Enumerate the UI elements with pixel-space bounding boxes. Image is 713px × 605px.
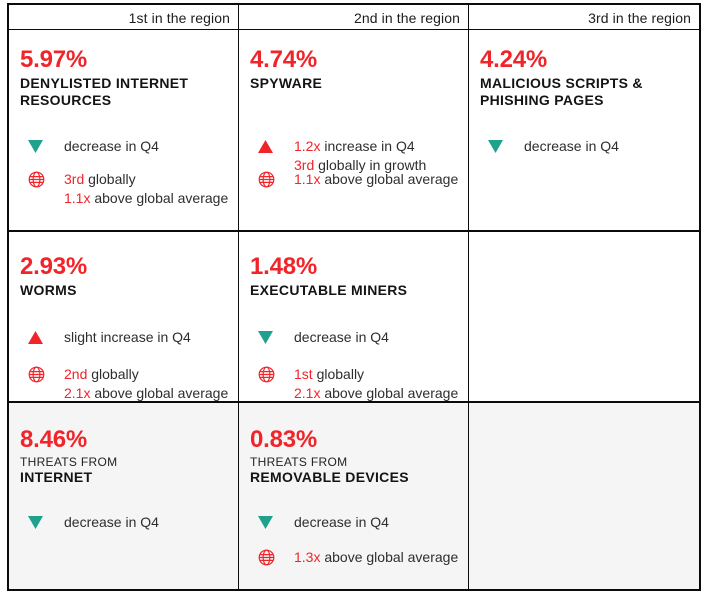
indicator-text: decrease in Q4 — [524, 137, 619, 156]
indicator-text: 3rd globally 1.1x above global average — [64, 170, 228, 208]
indicator-text-line: 2.1x above global average — [64, 385, 229, 401]
triangle-down-icon — [28, 513, 64, 529]
indicator-text: 2nd globally 2.1x above global average — [64, 365, 228, 403]
triangle-down-icon — [258, 328, 294, 344]
globe-icon — [258, 548, 294, 566]
threat-title-line: EXECUTABLE MINERS — [250, 282, 408, 298]
indicator-text-line: 1.2x increase in Q4 — [294, 138, 415, 154]
triangle-down-icon — [28, 137, 64, 153]
indicator-row: 2nd globally 2.1x above global average — [28, 365, 236, 403]
indicator-text-line: slight increase in Q4 — [64, 329, 191, 345]
indicator-row: decrease in Q4 — [488, 137, 697, 156]
indicator-row: decrease in Q4 — [258, 328, 466, 347]
threat-title-line: PHISHING PAGES — [480, 92, 604, 108]
indicator-row: 1.1x above global average — [258, 170, 466, 189]
threat-title-line: WORMS — [20, 282, 77, 298]
indicator-row: decrease in Q4 — [28, 137, 236, 156]
empty-cell — [469, 232, 699, 403]
threat-title: THREATS FROM REMOVABLE DEVICES — [250, 455, 462, 486]
threat-title: MALICIOUS SCRIPTS & PHISHING PAGES — [480, 75, 693, 109]
indicator-text-line: decrease in Q4 — [294, 514, 389, 530]
threat-title-line: THREATS FROM — [250, 455, 348, 469]
threat-title: WORMS — [20, 282, 232, 299]
globe-icon — [258, 170, 294, 188]
indicator-text-line: 2.1x above global average — [294, 385, 459, 401]
threat-title-line: THREATS FROM — [20, 455, 118, 469]
threat-percentage: 8.46% — [20, 426, 88, 453]
threat-cell-worms: 2.93% WORMS slight increase in Q4 2nd glo… — [9, 232, 239, 403]
indicator-text-line: 1.1x above global average — [64, 190, 229, 206]
indicator-text-line: 1.1x above global average — [294, 171, 459, 187]
indicator-text: 1st globally 2.1x above global average — [294, 365, 458, 403]
indicator-text: 1.3x above global average — [294, 548, 458, 567]
indicator-text: decrease in Q4 — [64, 137, 159, 156]
threat-percentage: 0.83% — [250, 426, 318, 453]
indicator-row: slight increase in Q4 — [28, 328, 236, 347]
triangle-up-icon — [258, 137, 294, 153]
threat-cell-threats-from-internet: 8.46% THREATS FROM INTERNET decrease in Q… — [9, 403, 239, 589]
indicator-text: decrease in Q4 — [64, 513, 159, 532]
triangle-down-icon — [258, 513, 294, 529]
empty-cell — [469, 403, 699, 589]
threat-cell-threats-from-removable-devices: 0.83% THREATS FROM REMOVABLE DEVICES decr… — [239, 403, 469, 589]
column-header-2nd-in-region: 2nd in the region — [239, 5, 469, 30]
globe-icon — [28, 170, 64, 188]
threat-statistics-table: 1st in the region 2nd in the region 3rd … — [7, 3, 701, 591]
indicator-row: 1.3x above global average — [258, 548, 466, 567]
threat-cell-denylisted-internet-resources: 5.97% DENYLISTED INTERNET RESOURCES decre… — [9, 30, 239, 232]
indicator-row: 1st globally 2.1x above global average — [258, 365, 466, 403]
indicator-text-line: decrease in Q4 — [524, 138, 619, 154]
threat-percentage: 4.74% — [250, 46, 318, 73]
indicator-text: slight increase in Q4 — [64, 328, 191, 347]
threat-percentage: 4.24% — [480, 46, 548, 73]
column-header-3rd-in-region: 3rd in the region — [469, 5, 699, 30]
indicator-text-line: 2nd globally — [64, 366, 139, 382]
threat-cell-spyware: 4.74% SPYWARE 1.2x increase in Q4 3rd glo… — [239, 30, 469, 232]
threat-title-line: RESOURCES — [20, 92, 112, 108]
indicator-text: 1.2x increase in Q4 3rd globally in growt… — [294, 137, 426, 175]
indicator-row: 1.2x increase in Q4 3rd globally in growt… — [258, 137, 466, 175]
indicator-text-line: 1st globally — [294, 366, 365, 382]
triangle-up-icon — [28, 328, 64, 344]
threat-cell-malicious-scripts-phishing: 4.24% MALICIOUS SCRIPTS & PHISHING PAGES … — [469, 30, 699, 232]
column-header-1st-in-region: 1st in the region — [9, 5, 239, 30]
indicator-row: decrease in Q4 — [258, 513, 466, 532]
triangle-down-icon — [488, 137, 524, 153]
indicator-text: 1.1x above global average — [294, 170, 458, 189]
indicator-text-line: decrease in Q4 — [64, 138, 159, 154]
indicator-text-line: 3rd globally — [64, 171, 136, 187]
indicator-text-line: 3rd globally in growth — [294, 157, 427, 173]
threat-percentage: 5.97% — [20, 46, 88, 73]
threat-percentage: 1.48% — [250, 253, 318, 280]
threat-title: SPYWARE — [250, 75, 462, 92]
threat-title-line: REMOVABLE DEVICES — [250, 469, 409, 485]
indicator-row: decrease in Q4 — [28, 513, 236, 532]
threat-title-line: SPYWARE — [250, 75, 323, 91]
indicator-text: decrease in Q4 — [294, 328, 389, 347]
indicator-row: 3rd globally 1.1x above global average — [28, 170, 236, 208]
threat-title: EXECUTABLE MINERS — [250, 282, 462, 299]
indicator-text-line: 1.3x above global average — [294, 549, 459, 565]
globe-icon — [258, 365, 294, 383]
indicator-text-line: decrease in Q4 — [294, 329, 389, 345]
threat-title: THREATS FROM INTERNET — [20, 455, 232, 486]
globe-icon — [28, 365, 64, 383]
threat-cell-executable-miners: 1.48% EXECUTABLE MINERS decrease in Q4 1s… — [239, 232, 469, 403]
indicator-text-line: decrease in Q4 — [64, 514, 159, 530]
threat-percentage: 2.93% — [20, 253, 88, 280]
indicator-text: decrease in Q4 — [294, 513, 389, 532]
threat-title-line: MALICIOUS SCRIPTS & — [480, 75, 643, 91]
threat-title-line: INTERNET — [20, 469, 93, 485]
threat-title: DENYLISTED INTERNET RESOURCES — [20, 75, 232, 109]
threat-title-line: DENYLISTED INTERNET — [20, 75, 189, 91]
